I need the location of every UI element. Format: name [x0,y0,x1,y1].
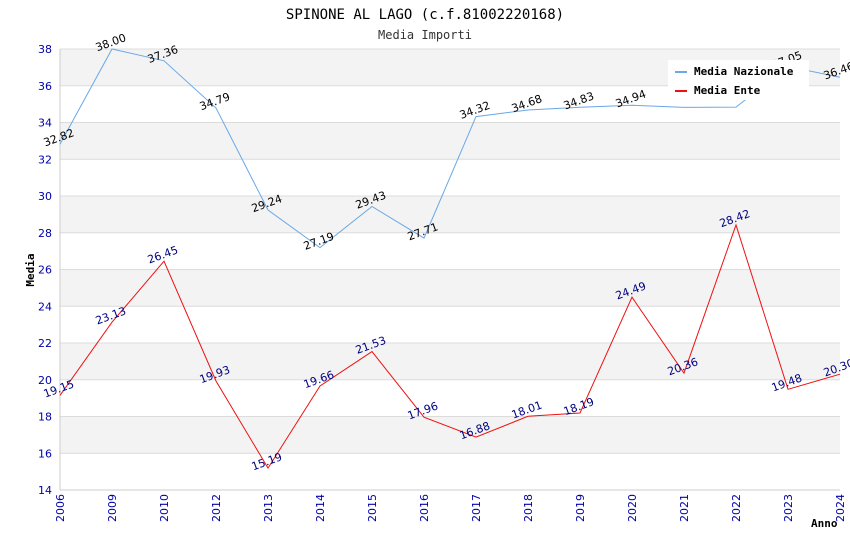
x-tick-label: 2024 [834,494,847,522]
grid-lines [59,48,840,491]
legend: Media Nazionale Media Ente [668,60,809,100]
y-axis-label: Media [24,253,37,286]
legend-box [668,60,809,100]
chart-subtitle: Media Importi [378,28,472,42]
data-label: 34.68 [510,92,544,115]
x-tick-label: 2022 [730,494,743,522]
y-tick-label: 26 [38,264,52,277]
x-tick-label: 2017 [470,494,483,522]
grid-band [60,196,840,233]
y-tick-label: 30 [38,190,52,203]
y-tick-label: 36 [38,80,52,93]
x-tick-label: 2009 [106,494,119,522]
x-tick-label: 2013 [262,494,275,522]
y-tick-label: 22 [38,337,52,350]
chart-title: SPINONE AL LAGO (c.f.81002220168) [286,7,564,23]
legend-label-nazionale: Media Nazionale [694,65,794,78]
series-line-ente [59,223,841,470]
y-tick-label: 24 [38,300,52,313]
data-label: 34.79 [198,90,232,113]
x-tick-label: 2023 [782,494,795,522]
legend-label-ente: Media Ente [694,84,761,97]
data-label: 34.94 [614,87,648,110]
y-axis-ticks: 14 16 18 20 22 24 26 28 30 32 34 36 38 [38,43,52,497]
x-tick-label: 2006 [54,494,67,522]
grid-band [60,269,840,307]
x-tick-label: 2020 [626,494,639,522]
x-tick-label: 2012 [210,494,223,522]
y-tick-label: 18 [38,411,52,424]
x-tick-label: 2014 [314,494,327,522]
x-tick-label: 2018 [522,494,535,522]
grid-band [60,122,840,160]
y-tick-label: 16 [38,447,52,460]
x-axis-ticks: 2006 2009 2010 2012 2013 2014 2015 2016 2017 2018… [54,494,847,522]
y-tick-label: 32 [38,153,52,166]
grid-band [60,343,840,380]
grid-band [60,416,840,454]
y-tick-label: 20 [38,374,52,387]
data-label: 18.19 [562,395,596,418]
x-tick-label: 2016 [418,494,431,522]
data-label: 34.83 [562,89,596,112]
x-axis-label: Anno [811,517,838,530]
x-tick-label: 2021 [678,494,691,522]
y-tick-label: 38 [38,43,52,56]
x-tick-label: 2010 [158,494,171,522]
y-tick-label: 34 [38,117,52,130]
y-tick-label: 28 [38,227,52,240]
series-line-nazionale [59,48,841,249]
data-label: 27.19 [302,230,336,253]
y-tick-label: 14 [38,484,52,497]
data-label: 15.19 [250,450,284,473]
x-tick-label: 2015 [366,494,379,522]
series-lines [59,48,841,470]
x-tick-label: 2019 [574,494,587,522]
